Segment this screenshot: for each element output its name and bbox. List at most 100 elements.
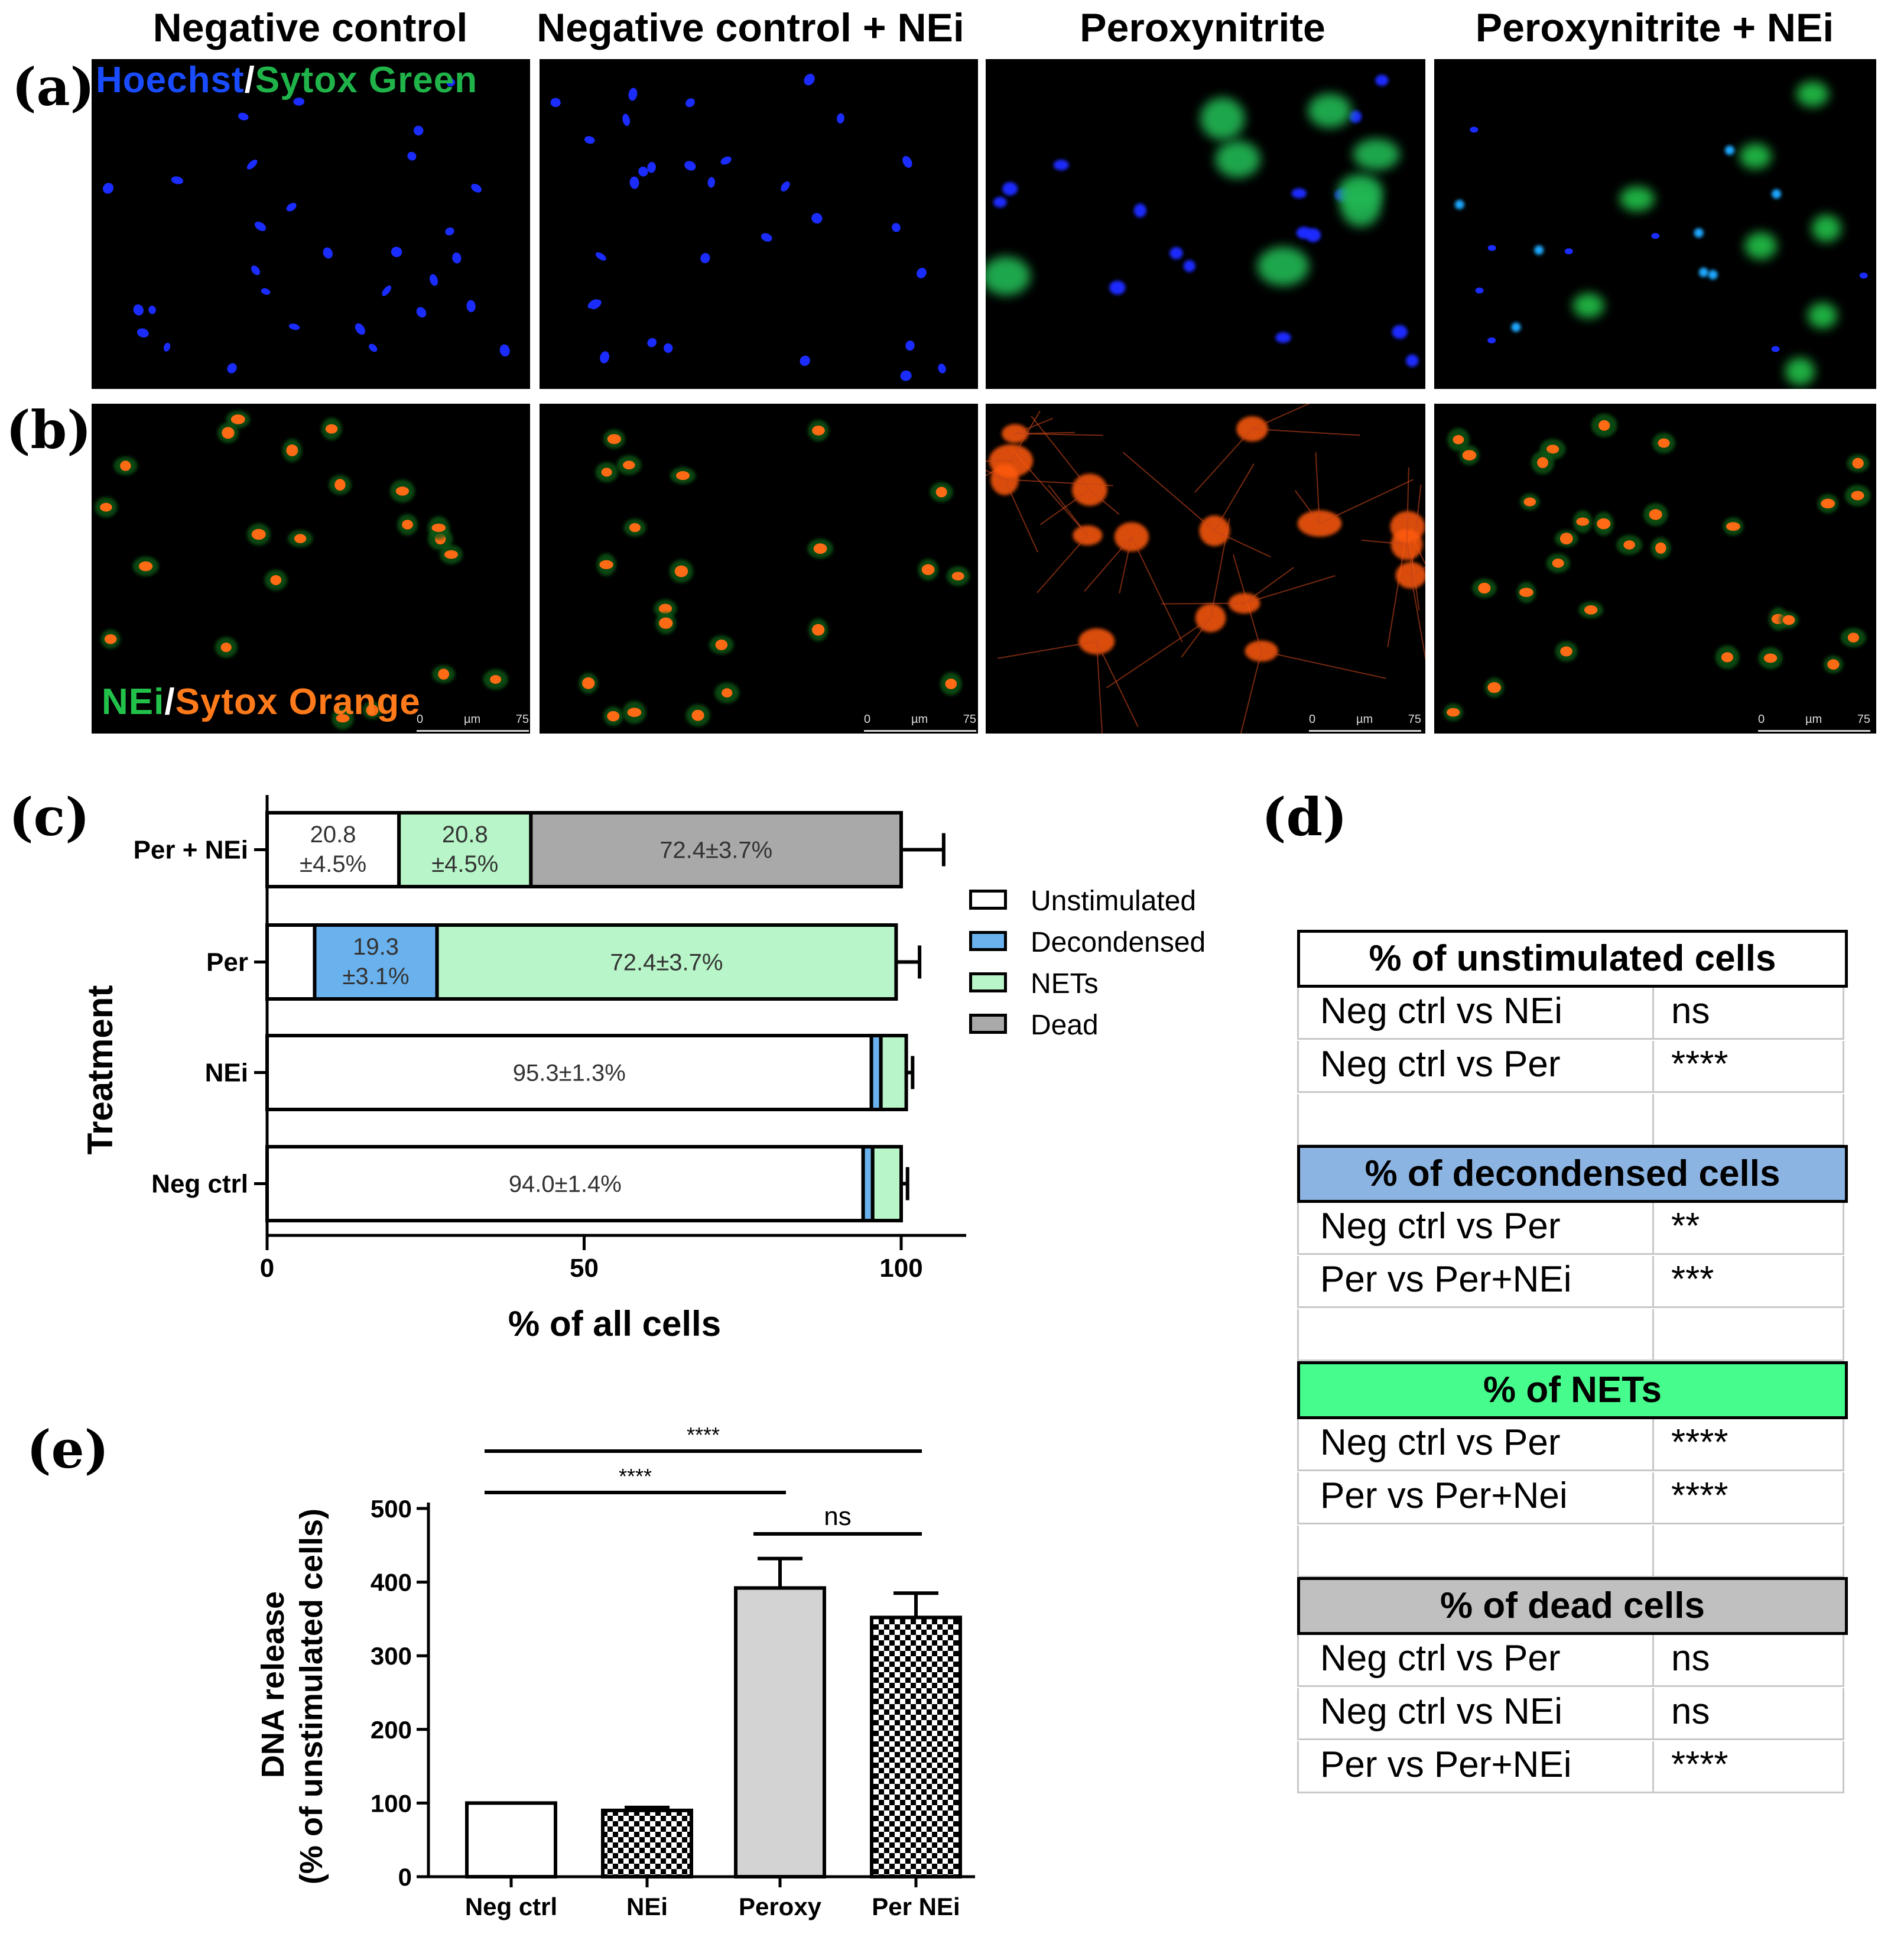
- net-fiber: [1048, 484, 1089, 536]
- x-tick-label: Per NEi: [872, 1893, 960, 1920]
- nucleus-hoechst: [1275, 332, 1291, 343]
- x-tick-label: Peroxy: [739, 1893, 822, 1920]
- cell-sytox-green: [1200, 97, 1245, 140]
- nucleus-sytox-orange: [674, 565, 688, 577]
- nucleus-sytox-orange: [1487, 682, 1501, 693]
- nucleus-hoechst: [1053, 160, 1069, 171]
- nucleus-sytox-orange: [1821, 498, 1835, 509]
- nucleus-hoechst: [993, 197, 1007, 208]
- nucleus-hoechst: [471, 183, 482, 193]
- nucleus-sytox-orange: [1462, 450, 1477, 460]
- stats-row: [1297, 1094, 1844, 1146]
- net-fiber: [1004, 479, 1039, 553]
- nucleus-hoechst: [781, 181, 790, 192]
- scalebar-unit: µm: [1356, 713, 1373, 726]
- stats-row: Per vs Per+NEi ***: [1297, 1256, 1844, 1308]
- scalebar-max: 75: [1857, 713, 1870, 726]
- nucleus-hoechst: [1183, 260, 1195, 272]
- data-label: 72.4±3.7%: [610, 950, 723, 976]
- stats-row: Per vs Per+NEi ****: [1297, 1741, 1844, 1793]
- nucleus-sytox-orange: [1478, 582, 1491, 594]
- nucleus-hoechst: [452, 252, 462, 264]
- data-label: ±4.5%: [431, 851, 498, 877]
- nucleus-hoechst: [1771, 346, 1780, 352]
- data-label: 20.8: [442, 822, 488, 848]
- nucleus-hoechst: [430, 274, 438, 286]
- channel-sytox-green: Sytox Green: [255, 60, 478, 100]
- bar-nei: [601, 1808, 693, 1878]
- channel-nei: NEi: [102, 682, 165, 722]
- significance-value: ****: [1671, 1044, 1728, 1085]
- nucleus-sytox-orange: [812, 426, 825, 436]
- nucleus-hoechst: [391, 246, 402, 257]
- cell-sytox-green: [1353, 138, 1400, 170]
- nucleus-hoechst: [254, 221, 267, 231]
- nucleus-hoechst: [445, 227, 454, 236]
- nucleus-sytox-orange: [1721, 652, 1734, 663]
- y-tick-label: 200: [371, 1716, 412, 1744]
- nucleus-sytox-orange: [715, 639, 728, 650]
- bar-nets: [870, 1145, 903, 1222]
- significance-value: ns: [1671, 1691, 1710, 1732]
- nucleus-sytox-orange: [1726, 522, 1740, 531]
- stats-section-header: % of unstimulated cells: [1297, 930, 1848, 988]
- net-fiber: [1361, 539, 1407, 546]
- nucleus-hoechst: [1375, 74, 1389, 86]
- nucleus-sytox-orange: [1763, 653, 1778, 663]
- significance-label: ****: [619, 1464, 652, 1488]
- nucleus-hoechst: [261, 288, 271, 295]
- nucleus-hoechst: [413, 125, 424, 136]
- nucleus-sytox-orange: [325, 424, 338, 434]
- nucleus-sytox-orange: [334, 479, 346, 491]
- legend-swatch-unstimulated: [969, 890, 1007, 910]
- nucleus-hoechst: [416, 307, 427, 318]
- legend-label-unstimulated: Unstimulated: [1031, 885, 1197, 917]
- nucleus-hoechst: [800, 355, 810, 366]
- scalebar-unit: µm: [464, 713, 481, 726]
- y-tick-label: Neg ctrl: [151, 1170, 248, 1199]
- x-tick-label: NEi: [626, 1893, 668, 1920]
- nucleus-sytox-orange: [395, 486, 410, 496]
- nucleus-sytox-orange: [945, 679, 957, 689]
- nucleus-sytox-orange: [444, 550, 459, 559]
- comparison-label: Neg ctrl vs NEi: [1320, 1691, 1562, 1732]
- net-sytox-orange: [1114, 522, 1149, 552]
- bar-peroxy: [734, 1586, 826, 1878]
- nucleus-hoechst: [1487, 245, 1496, 251]
- x-tick-label: 50: [570, 1254, 599, 1283]
- bar-unstimulated: [265, 1145, 865, 1222]
- nucleus-hoechst: [133, 304, 144, 316]
- nucleus-sytox-orange: [1623, 540, 1635, 550]
- x-tick-label: Neg ctrl: [465, 1893, 557, 1920]
- data-label: 95.3±1.3%: [513, 1060, 626, 1086]
- bar-unstimulated: [265, 811, 401, 888]
- nucleus-sytox-orange: [623, 460, 635, 470]
- legend-label-nets: NETs: [1031, 968, 1099, 1000]
- nucleus-sytox-orange: [1782, 615, 1795, 625]
- cell-sytox-green: [1572, 293, 1604, 318]
- nucleus-sytox-orange: [438, 669, 450, 680]
- nucleus-sytox-orange: [294, 534, 307, 543]
- nucleus-hoechst: [550, 98, 561, 108]
- channel-separator: /: [244, 60, 255, 100]
- nucleus-hoechst: [1392, 325, 1408, 339]
- nucleus-sytox-orange: [251, 528, 266, 540]
- nucleus-sytox-orange: [1658, 438, 1670, 448]
- nucleus-sytox-orange: [431, 523, 446, 533]
- nucleus-sytox-orange: [270, 575, 282, 585]
- micrograph-b-peroxynitrite-nei: [1434, 404, 1876, 734]
- nucleus-sytox-orange: [230, 414, 245, 424]
- micrograph-a-peroxynitrite: [986, 59, 1425, 389]
- significance-value: ns: [1671, 1638, 1710, 1679]
- net-fiber: [1037, 535, 1089, 593]
- nucleus-sytox-orange: [676, 471, 690, 481]
- net-sytox-orange: [1395, 562, 1425, 589]
- nucleus-sytox-orange: [599, 560, 613, 569]
- nucleus-sytox-orange: [607, 710, 620, 722]
- data-label: 20.8: [310, 822, 356, 848]
- y-tick-label: 100: [371, 1789, 412, 1817]
- nucleus-sytox-orange: [490, 675, 502, 684]
- net-fiber: [986, 460, 1011, 462]
- net-fiber: [986, 469, 1005, 480]
- nucleus-hoechst: [148, 306, 156, 314]
